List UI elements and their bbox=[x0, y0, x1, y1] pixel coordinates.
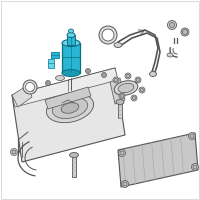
Ellipse shape bbox=[170, 22, 174, 27]
Bar bbox=[118, 102, 122, 118]
Ellipse shape bbox=[23, 80, 37, 94]
Ellipse shape bbox=[118, 150, 126, 156]
Ellipse shape bbox=[30, 88, 35, 92]
Ellipse shape bbox=[188, 132, 196, 140]
Ellipse shape bbox=[193, 165, 197, 169]
Ellipse shape bbox=[114, 81, 138, 95]
Ellipse shape bbox=[120, 94, 124, 98]
Ellipse shape bbox=[67, 32, 75, 38]
Ellipse shape bbox=[167, 53, 173, 57]
Polygon shape bbox=[12, 68, 118, 107]
Ellipse shape bbox=[31, 89, 33, 91]
Ellipse shape bbox=[61, 103, 79, 113]
Ellipse shape bbox=[26, 82, 35, 92]
Ellipse shape bbox=[46, 80, 50, 86]
Bar bbox=[67, 35, 75, 45]
Ellipse shape bbox=[122, 180, 128, 188]
Polygon shape bbox=[12, 68, 125, 162]
Bar bbox=[72, 155, 76, 177]
Ellipse shape bbox=[87, 70, 89, 72]
Ellipse shape bbox=[139, 87, 145, 93]
Polygon shape bbox=[110, 78, 125, 104]
Ellipse shape bbox=[99, 26, 117, 44]
Ellipse shape bbox=[168, 21, 177, 29]
Ellipse shape bbox=[132, 96, 136, 100]
Ellipse shape bbox=[102, 29, 114, 41]
Ellipse shape bbox=[62, 70, 80, 76]
Ellipse shape bbox=[70, 152, 78, 158]
Ellipse shape bbox=[125, 73, 131, 79]
Ellipse shape bbox=[114, 43, 122, 47]
Ellipse shape bbox=[192, 164, 198, 170]
Ellipse shape bbox=[113, 77, 119, 83]
Ellipse shape bbox=[120, 151, 124, 155]
Ellipse shape bbox=[103, 74, 105, 76]
Ellipse shape bbox=[123, 182, 127, 186]
Ellipse shape bbox=[182, 29, 188, 34]
Bar bbox=[51, 52, 59, 58]
Ellipse shape bbox=[136, 78, 140, 82]
Ellipse shape bbox=[190, 134, 194, 138]
Ellipse shape bbox=[118, 83, 134, 93]
Ellipse shape bbox=[86, 68, 90, 73]
Ellipse shape bbox=[114, 78, 118, 82]
Ellipse shape bbox=[10, 148, 18, 156]
Ellipse shape bbox=[102, 72, 106, 77]
Ellipse shape bbox=[140, 88, 144, 92]
Ellipse shape bbox=[56, 75, 64, 80]
Bar bbox=[48, 59, 54, 68]
Bar bbox=[62, 43, 80, 73]
Ellipse shape bbox=[47, 82, 49, 84]
Ellipse shape bbox=[46, 93, 94, 123]
Ellipse shape bbox=[131, 95, 137, 101]
Ellipse shape bbox=[181, 28, 189, 36]
Ellipse shape bbox=[68, 29, 74, 33]
Ellipse shape bbox=[116, 99, 124, 104]
Polygon shape bbox=[118, 133, 198, 187]
Ellipse shape bbox=[119, 93, 125, 99]
Ellipse shape bbox=[52, 97, 88, 119]
Polygon shape bbox=[45, 87, 91, 109]
Ellipse shape bbox=[12, 150, 16, 154]
Ellipse shape bbox=[135, 77, 141, 83]
Ellipse shape bbox=[126, 74, 130, 78]
Ellipse shape bbox=[150, 72, 156, 76]
Polygon shape bbox=[12, 85, 32, 107]
Ellipse shape bbox=[62, 40, 80, 46]
